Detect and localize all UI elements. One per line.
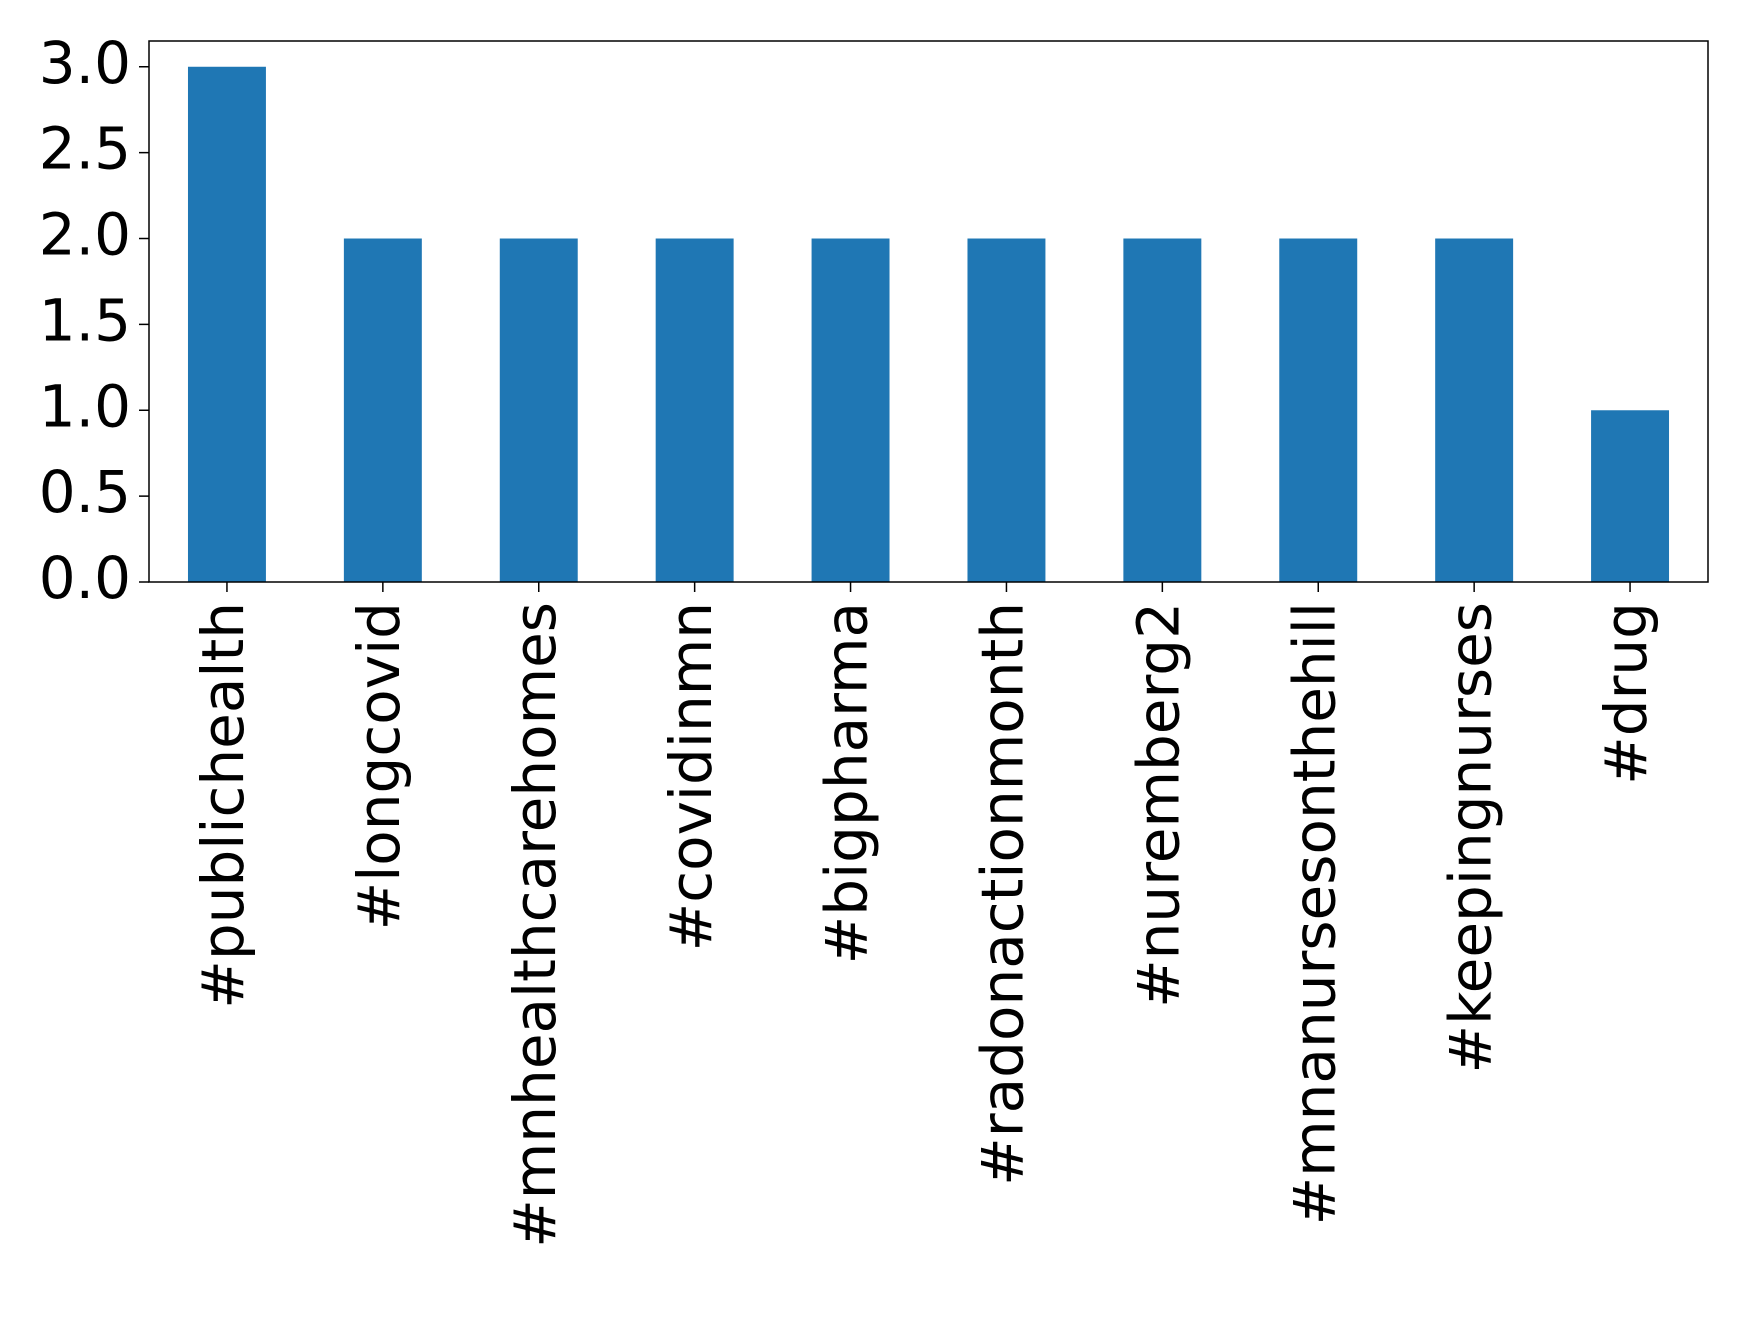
y-tick-label: 3.0 <box>39 29 131 97</box>
x-tick-label: #radonactionmonth <box>969 602 1037 1186</box>
y-tick-label: 1.5 <box>39 286 131 354</box>
y-tick-label: 1.0 <box>39 372 131 440</box>
x-tick-label: #bigpharma <box>813 602 881 964</box>
bar <box>1123 238 1202 582</box>
x-tick-label: #mnhealthcarehomes <box>501 602 569 1248</box>
x-tick-label: #mnanursesonthehill <box>1280 602 1348 1225</box>
bar <box>967 238 1046 582</box>
bar <box>655 238 734 582</box>
bar <box>1435 238 1514 582</box>
plot-frame <box>148 40 1709 583</box>
x-tick-label: #covidinmn <box>657 602 725 951</box>
y-tick-label: 0.0 <box>39 544 131 612</box>
y-tick-label: 2.0 <box>39 201 131 269</box>
y-tick-label: 2.5 <box>39 115 131 183</box>
x-tick-label: #nuremberg2 <box>1124 602 1192 1008</box>
bar <box>811 238 890 582</box>
x-tick-label: #publichealth <box>189 602 257 1009</box>
bar <box>343 238 422 582</box>
x-tick-label: #longcovid <box>345 602 413 930</box>
bar <box>1279 238 1358 582</box>
x-tick-label: #keepingnurses <box>1436 602 1504 1073</box>
x-tick-label: #drug <box>1592 602 1660 785</box>
bar <box>187 66 266 582</box>
y-tick-label: 0.5 <box>39 458 131 526</box>
bar <box>499 238 578 582</box>
bar <box>1591 410 1670 582</box>
